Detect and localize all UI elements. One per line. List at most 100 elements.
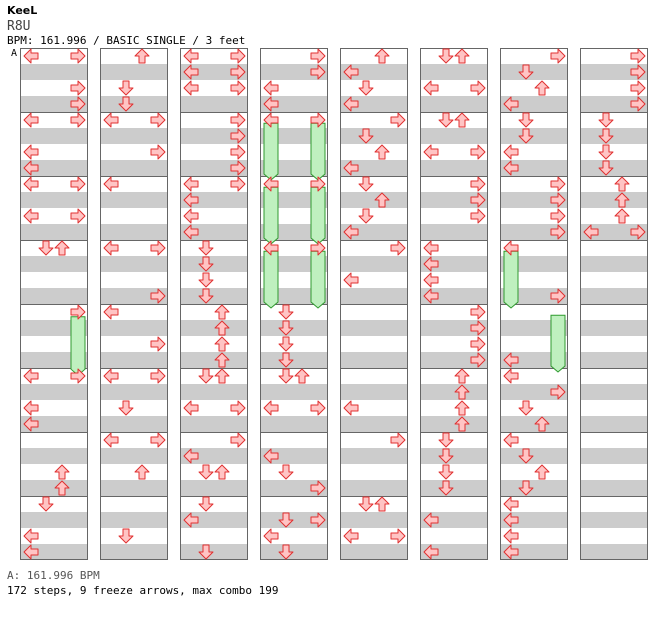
column-border	[100, 48, 168, 560]
beat-stripe	[100, 512, 168, 528]
up-arrow-icon	[614, 176, 630, 192]
right-arrow-icon	[70, 48, 86, 64]
right-arrow-icon	[630, 224, 646, 240]
left-arrow-icon	[103, 368, 119, 384]
freeze-arrow	[503, 250, 519, 309]
left-arrow-icon	[503, 160, 519, 176]
right-arrow-icon	[630, 80, 646, 96]
down-arrow-icon	[278, 336, 294, 352]
right-arrow-icon	[310, 112, 326, 128]
left-arrow-icon	[23, 416, 39, 432]
right-arrow-icon	[310, 480, 326, 496]
right-arrow-icon	[230, 112, 246, 128]
up-arrow-icon	[134, 464, 150, 480]
beat-stripe	[340, 512, 408, 528]
down-arrow-icon	[118, 96, 134, 112]
chart-column-2	[100, 48, 168, 560]
beat-stripe	[420, 544, 488, 560]
up-arrow-icon	[214, 352, 230, 368]
beat-stripe	[180, 352, 248, 368]
beat-stripe	[340, 288, 408, 304]
left-arrow-icon	[183, 48, 199, 64]
up-arrow-icon	[374, 496, 390, 512]
left-arrow-icon	[343, 528, 359, 544]
down-arrow-icon	[118, 400, 134, 416]
beat-stripe	[420, 320, 488, 336]
beat-stripe	[260, 352, 328, 368]
beat-stripe	[260, 544, 328, 560]
left-arrow-icon	[183, 448, 199, 464]
beat-stripe	[500, 128, 568, 144]
beat-stripe	[260, 416, 328, 432]
column-border	[20, 48, 88, 560]
down-arrow-icon	[518, 128, 534, 144]
right-arrow-icon	[310, 176, 326, 192]
up-arrow-icon	[534, 416, 550, 432]
right-arrow-icon	[310, 64, 326, 80]
chart-column-6	[420, 48, 488, 560]
left-arrow-icon	[183, 208, 199, 224]
right-arrow-icon	[150, 368, 166, 384]
up-arrow-icon	[454, 384, 470, 400]
beat-stripe	[100, 288, 168, 304]
beat-stripe	[500, 224, 568, 240]
left-arrow-icon	[183, 80, 199, 96]
chart-column-8	[580, 48, 648, 560]
left-arrow-icon	[503, 432, 519, 448]
left-arrow-icon	[263, 96, 279, 112]
beat-stripe	[20, 512, 88, 528]
beat-stripe	[340, 96, 408, 112]
beat-stripe	[500, 480, 568, 496]
left-arrow-icon	[503, 144, 519, 160]
up-arrow-icon	[614, 208, 630, 224]
right-arrow-icon	[70, 112, 86, 128]
down-arrow-icon	[198, 368, 214, 384]
bpm-marker-label: A	[11, 48, 18, 59]
chart-column-5	[340, 48, 408, 560]
beat-stripe	[180, 64, 248, 80]
down-arrow-icon	[278, 368, 294, 384]
beat-stripe	[580, 256, 648, 272]
beat-stripe	[580, 416, 648, 432]
left-arrow-icon	[183, 512, 199, 528]
right-arrow-icon	[150, 144, 166, 160]
beat-stripe	[340, 160, 408, 176]
beat-stripe	[20, 288, 88, 304]
up-arrow-icon	[454, 112, 470, 128]
down-arrow-icon	[358, 80, 374, 96]
down-arrow-icon	[358, 496, 374, 512]
beat-stripe	[180, 448, 248, 464]
left-arrow-icon	[503, 528, 519, 544]
beat-stripe	[20, 480, 88, 496]
right-arrow-icon	[70, 80, 86, 96]
right-arrow-icon	[150, 112, 166, 128]
left-arrow-icon	[503, 544, 519, 560]
left-arrow-icon	[343, 224, 359, 240]
right-arrow-icon	[630, 64, 646, 80]
beat-stripe	[20, 192, 88, 208]
beat-stripe	[420, 480, 488, 496]
right-arrow-icon	[70, 304, 86, 320]
beat-stripe	[180, 512, 248, 528]
left-arrow-icon	[23, 48, 39, 64]
left-arrow-icon	[423, 544, 439, 560]
right-arrow-icon	[230, 144, 246, 160]
beat-stripe	[180, 224, 248, 240]
beat-stripe	[260, 320, 328, 336]
song-title: R8U	[7, 19, 31, 34]
down-arrow-icon	[198, 240, 214, 256]
up-arrow-icon	[534, 464, 550, 480]
right-arrow-icon	[550, 384, 566, 400]
left-arrow-icon	[23, 208, 39, 224]
beat-stripe	[340, 192, 408, 208]
beat-stripe	[180, 320, 248, 336]
beat-stripe	[580, 352, 648, 368]
up-arrow-icon	[54, 240, 70, 256]
left-arrow-icon	[263, 528, 279, 544]
column-border	[180, 48, 248, 560]
bpm-summary: A: 161.996 BPM	[7, 569, 100, 582]
left-arrow-icon	[23, 176, 39, 192]
beat-stripe	[420, 512, 488, 528]
chart-column-7	[500, 48, 568, 560]
right-arrow-icon	[310, 512, 326, 528]
